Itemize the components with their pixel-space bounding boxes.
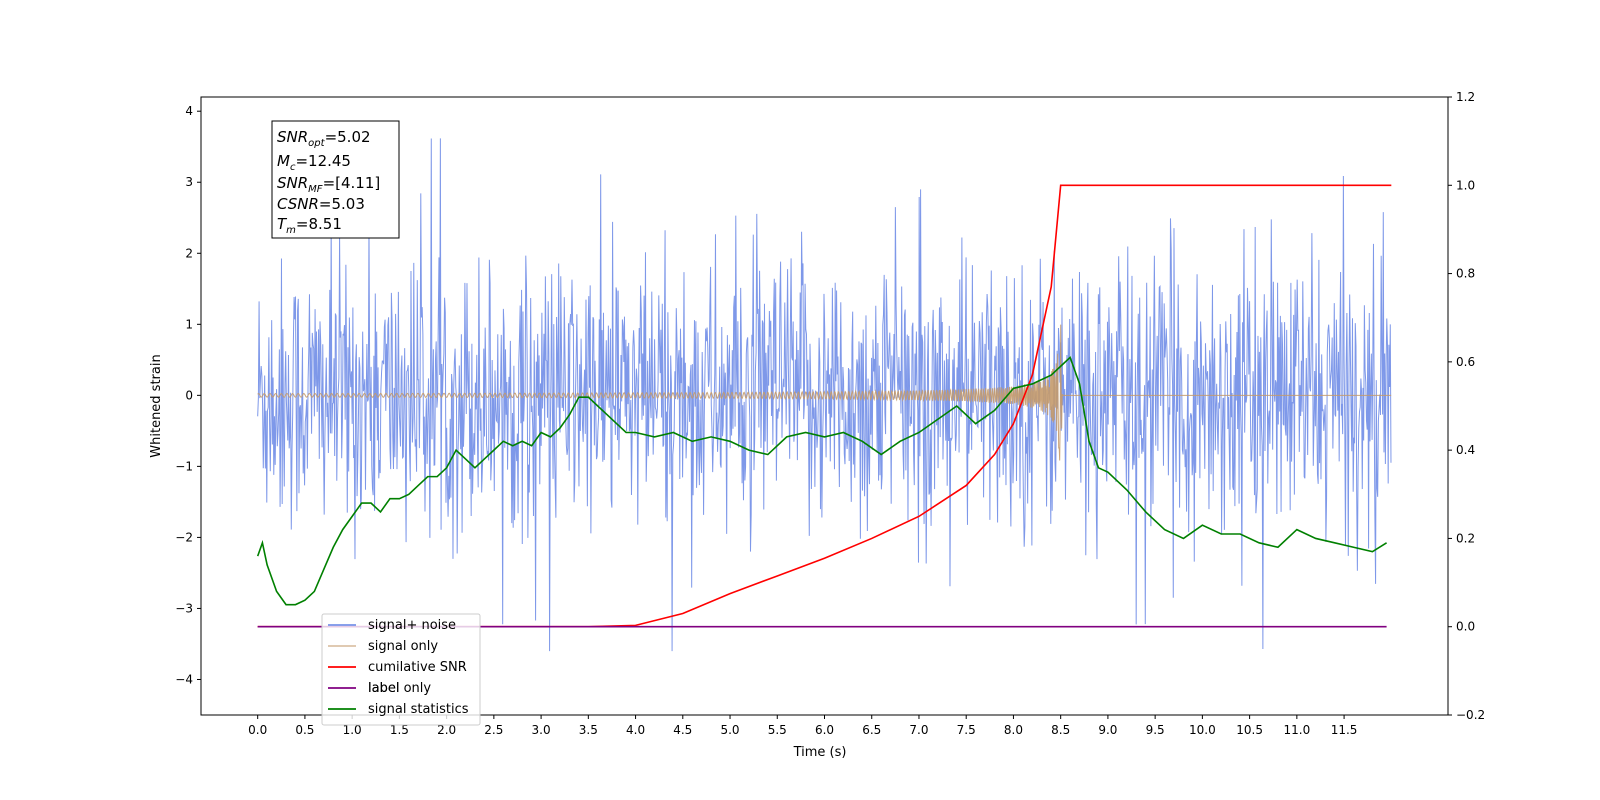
x-tick-label: 5.0 xyxy=(720,723,739,737)
x-tick-label: 10.0 xyxy=(1189,723,1216,737)
y-tick-label: −3 xyxy=(175,601,193,615)
x-tick-label: 6.0 xyxy=(815,723,834,737)
x-tick-label: 0.0 xyxy=(248,723,267,737)
y-tick-label: 3 xyxy=(185,175,193,189)
info-mc: Mc=12.45 xyxy=(277,152,351,173)
x-tick-label: 1.0 xyxy=(343,723,362,737)
y-tick-label: −1 xyxy=(175,459,193,473)
info-csnr: CSNR=5.03 xyxy=(277,195,365,213)
x-axis-label: Time (s) xyxy=(793,745,847,760)
x-tick-label: 8.0 xyxy=(1004,723,1023,737)
x-tick-label: 11.5 xyxy=(1331,723,1358,737)
info-box: SNRopt=5.02 Mc=12.45 SNRMF=[4.11] CSNR=5… xyxy=(271,120,400,239)
y-right-tick-label: 0.8 xyxy=(1456,267,1475,281)
signal-statistics-line xyxy=(256,356,1388,606)
y-tick-label: 0 xyxy=(185,388,193,402)
signal-only-series xyxy=(257,324,1392,461)
y-right-tick-label: −0.2 xyxy=(1456,708,1485,722)
y-right-tick-label: 0.2 xyxy=(1456,531,1475,545)
y-right-tick-label: 1.0 xyxy=(1456,178,1475,192)
y-axis-label: Whitened strain xyxy=(149,354,164,457)
x-tick-label: 9.5 xyxy=(1146,723,1165,737)
y-right-tick-label: 0.6 xyxy=(1456,355,1475,369)
x-tick-label: 7.5 xyxy=(957,723,976,737)
signal-noise-series xyxy=(257,138,1392,652)
x-tick-label: 10.5 xyxy=(1236,723,1263,737)
info-snr-mf: SNRMF=[4.11] xyxy=(277,174,380,195)
x-tick-label: 0.5 xyxy=(295,723,314,737)
x-tick-label: 4.0 xyxy=(626,723,645,737)
legend: signal+ noise signal only cumilative SNR la… xyxy=(321,613,481,726)
x-tick-label: 2.0 xyxy=(437,723,456,737)
info-tm: Tm=8.51 xyxy=(277,215,342,236)
x-tick-label: 8.5 xyxy=(1051,723,1070,737)
x-tick-label: 4.5 xyxy=(673,723,692,737)
x-tick-label: 6.5 xyxy=(862,723,881,737)
plot-area xyxy=(256,138,1392,652)
y-right-tick-label: 0.4 xyxy=(1456,443,1475,457)
y-axis-right: −0.2 0.0 0.2 0.4 0.6 0.8 1.0 1.2 xyxy=(1448,90,1485,722)
cumilative-snr-line xyxy=(257,184,1392,628)
y-right-tick-label: 0.0 xyxy=(1456,620,1475,634)
x-tick-label: 5.5 xyxy=(768,723,787,737)
x-tick-label: 3.5 xyxy=(579,723,598,737)
legend-label-cumilative-snr: cumilative SNR xyxy=(368,660,467,675)
y-axis-left: −4 −3 −2 −1 0 1 2 3 4 xyxy=(175,104,201,686)
y-tick-label: 2 xyxy=(185,246,193,260)
legend-label-signal-statistics: signal statistics xyxy=(368,702,469,717)
y-tick-label: −4 xyxy=(175,672,193,686)
y-tick-label: −2 xyxy=(175,530,193,544)
x-tick-label: 9.0 xyxy=(1098,723,1117,737)
x-tick-label: 3.0 xyxy=(532,723,551,737)
y-tick-label: 1 xyxy=(185,317,193,331)
signal-noise-line xyxy=(257,138,1392,652)
x-tick-label: 2.5 xyxy=(484,723,503,737)
x-tick-label: 11.0 xyxy=(1283,723,1310,737)
legend-label-signal-only: signal only xyxy=(368,639,438,654)
legend-label-label-only: label only xyxy=(368,681,431,696)
legend-label-label: label xyxy=(368,681,399,696)
info-snr-opt: SNRopt=5.02 xyxy=(277,128,371,149)
x-axis: 0.0 0.5 1.0 1.5 2.0 2.5 3.0 3.5 4.0 4.5 5.0 5.5 6.0 6… xyxy=(248,715,1357,737)
signal-only-line xyxy=(257,324,1392,461)
x-tick-label: 7.0 xyxy=(909,723,928,737)
y-right-tick-label: 1.2 xyxy=(1456,90,1475,104)
x-tick-label: 1.5 xyxy=(390,723,409,737)
legend-label-signal-noise: signal+ noise xyxy=(368,618,456,633)
y-tick-label: 4 xyxy=(185,104,193,118)
